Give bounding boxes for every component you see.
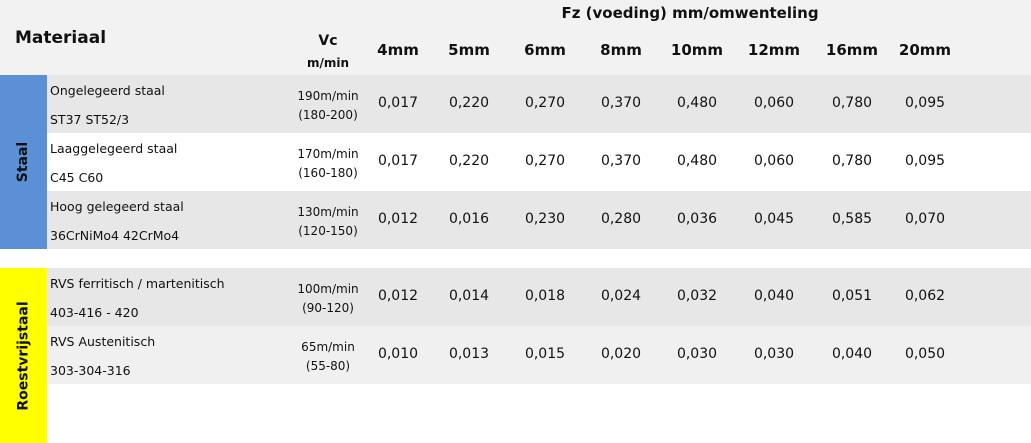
feed-value: 0,010: [377, 346, 419, 362]
size-header: 5mm: [448, 41, 490, 59]
feed-value: 0,045: [753, 211, 795, 227]
feed-value: 0,270: [524, 153, 566, 169]
feed-title: Fz (voeding) mm/omwenteling: [561, 4, 819, 22]
feed-value: 0,024: [600, 288, 642, 304]
material-grade: 303-304-316: [50, 363, 131, 378]
material-name: Hoog gelegeerd staal: [50, 199, 184, 214]
vc-unit: m/min: [306, 56, 350, 70]
feed-value: 0,018: [524, 288, 566, 304]
vc-value: 190m/min: [297, 89, 359, 103]
row-bg: [47, 133, 1031, 191]
feed-value: 0,480: [676, 95, 718, 111]
material-name: Ongelegeerd staal: [50, 83, 165, 98]
feed-value: 0,070: [904, 211, 946, 227]
vc-header: Vc: [318, 33, 338, 49]
material-grade: 36CrNiMo4 42CrMo4: [50, 228, 180, 243]
feed-value: 0,585: [831, 211, 873, 227]
vc-value: 65m/min: [301, 340, 355, 354]
feed-value: 0,270: [524, 95, 566, 111]
feed-value: 0,020: [600, 346, 642, 362]
feed-value: 0,095: [904, 95, 946, 111]
feed-value: 0,017: [377, 153, 419, 169]
feed-value: 0,016: [448, 211, 490, 227]
material-name: RVS Austenitisch: [50, 334, 156, 349]
row-bg: [47, 326, 1031, 384]
vc-value: 130m/min: [297, 205, 359, 219]
feed-value: 0,060: [753, 153, 795, 169]
feed-value: 0,280: [600, 211, 642, 227]
vc-range: (160-180): [298, 166, 358, 180]
row-bg: [47, 75, 1031, 133]
size-header: 8mm: [600, 41, 642, 59]
size-header: 6mm: [524, 41, 566, 59]
material-grade: C45 C60: [50, 170, 104, 185]
row-bg: [47, 191, 1031, 249]
feed-value: 0,230: [524, 211, 566, 227]
feed-value: 0,480: [676, 153, 718, 169]
feed-value: 0,040: [831, 346, 873, 362]
feed-value: 0,032: [676, 288, 718, 304]
material-name: RVS ferritisch / martenitisch: [50, 276, 225, 291]
vc-range: (120-150): [298, 224, 358, 238]
feed-value: 0,012: [377, 288, 419, 304]
header-bg: [0, 0, 1031, 75]
feed-value: 0,015: [524, 346, 566, 362]
feed-value: 0,030: [676, 346, 718, 362]
feed-value: 0,040: [753, 288, 795, 304]
feed-value: 0,220: [448, 153, 490, 169]
vc-range: (180-200): [298, 108, 358, 122]
group-label: Staal: [15, 141, 32, 183]
material-header: Materiaal: [15, 28, 107, 48]
size-header: 20mm: [898, 41, 952, 59]
feed-value: 0,095: [904, 153, 946, 169]
feed-value: 0,013: [448, 346, 490, 362]
feed-value: 0,030: [753, 346, 795, 362]
group-label-box: Roestvrijstaal: [0, 268, 47, 443]
feed-value: 0,017: [377, 95, 419, 111]
feed-value: 0,051: [831, 288, 873, 304]
vc-range: (55-80): [305, 359, 351, 373]
material-name: Laaggelegeerd staal: [50, 141, 178, 156]
feed-value: 0,050: [904, 346, 946, 362]
feed-value: 0,036: [676, 211, 718, 227]
material-grade: 403-416 - 420: [50, 305, 139, 320]
feed-value: 0,370: [600, 95, 642, 111]
vc-value: 170m/min: [297, 147, 359, 161]
feed-value: 0,780: [831, 153, 873, 169]
feed-value: 0,220: [448, 95, 490, 111]
feed-value: 0,014: [448, 288, 490, 304]
feed-value: 0,062: [904, 288, 946, 304]
size-header: 4mm: [377, 41, 419, 59]
feed-value: 0,370: [600, 153, 642, 169]
group-label: Roestvrijstaal: [15, 300, 32, 411]
feed-value: 0,780: [831, 95, 873, 111]
feed-value: 0,060: [753, 95, 795, 111]
size-header: 12mm: [747, 41, 801, 59]
vc-range: (90-120): [302, 301, 354, 315]
feed-value: 0,012: [377, 211, 419, 227]
material-grade: ST37 ST52/3: [50, 112, 130, 127]
size-header: 10mm: [670, 41, 724, 59]
size-header: 16mm: [825, 41, 879, 59]
group-label-box: Staal: [0, 75, 47, 249]
vc-value: 100m/min: [297, 282, 359, 296]
row-bg: [47, 268, 1031, 326]
